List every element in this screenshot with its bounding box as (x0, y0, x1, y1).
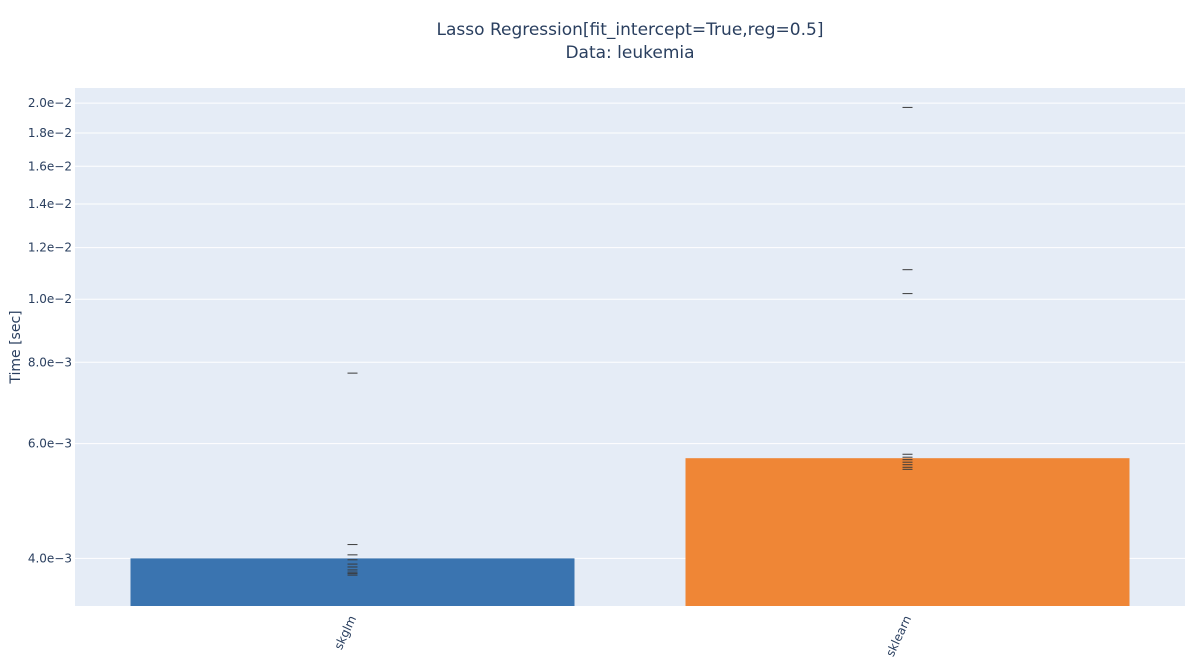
sample-markers (347, 106, 913, 576)
y-tick-label: 1.6e−2 (28, 159, 72, 173)
y-tick-label: 1.2e−2 (28, 241, 72, 255)
y-axis-ticks: 4.0e−3 6.0e−3 8.0e−3 1.0e−2 1.2e−2 1.4e−2 1.6e… (28, 96, 72, 565)
y-tick-label: 4.0e−3 (28, 551, 72, 565)
chart-title: Lasso Regression[fit_intercept=True,reg=… (437, 20, 824, 40)
bar-sklearn (685, 458, 1130, 606)
y-axis-title: Time [sec] (8, 310, 24, 384)
y-tick-label: 1.4e−2 (28, 197, 72, 211)
y-tick-label: 1.8e−2 (28, 126, 72, 140)
x-tick-label: skglm (331, 613, 359, 651)
y-tick-label: 6.0e−3 (28, 437, 72, 451)
x-tick-label: sklearn (883, 613, 914, 658)
y-tick-label: 8.0e−3 (28, 355, 72, 369)
chart-subtitle: Data: leukemia (565, 43, 694, 63)
y-tick-label: 2.0e−2 (28, 96, 72, 110)
x-axis-ticks: skglm sklearn (331, 613, 914, 658)
bars (130, 458, 1130, 606)
y-tick-label: 1.0e−2 (28, 292, 72, 306)
bar-skglm (130, 558, 575, 606)
